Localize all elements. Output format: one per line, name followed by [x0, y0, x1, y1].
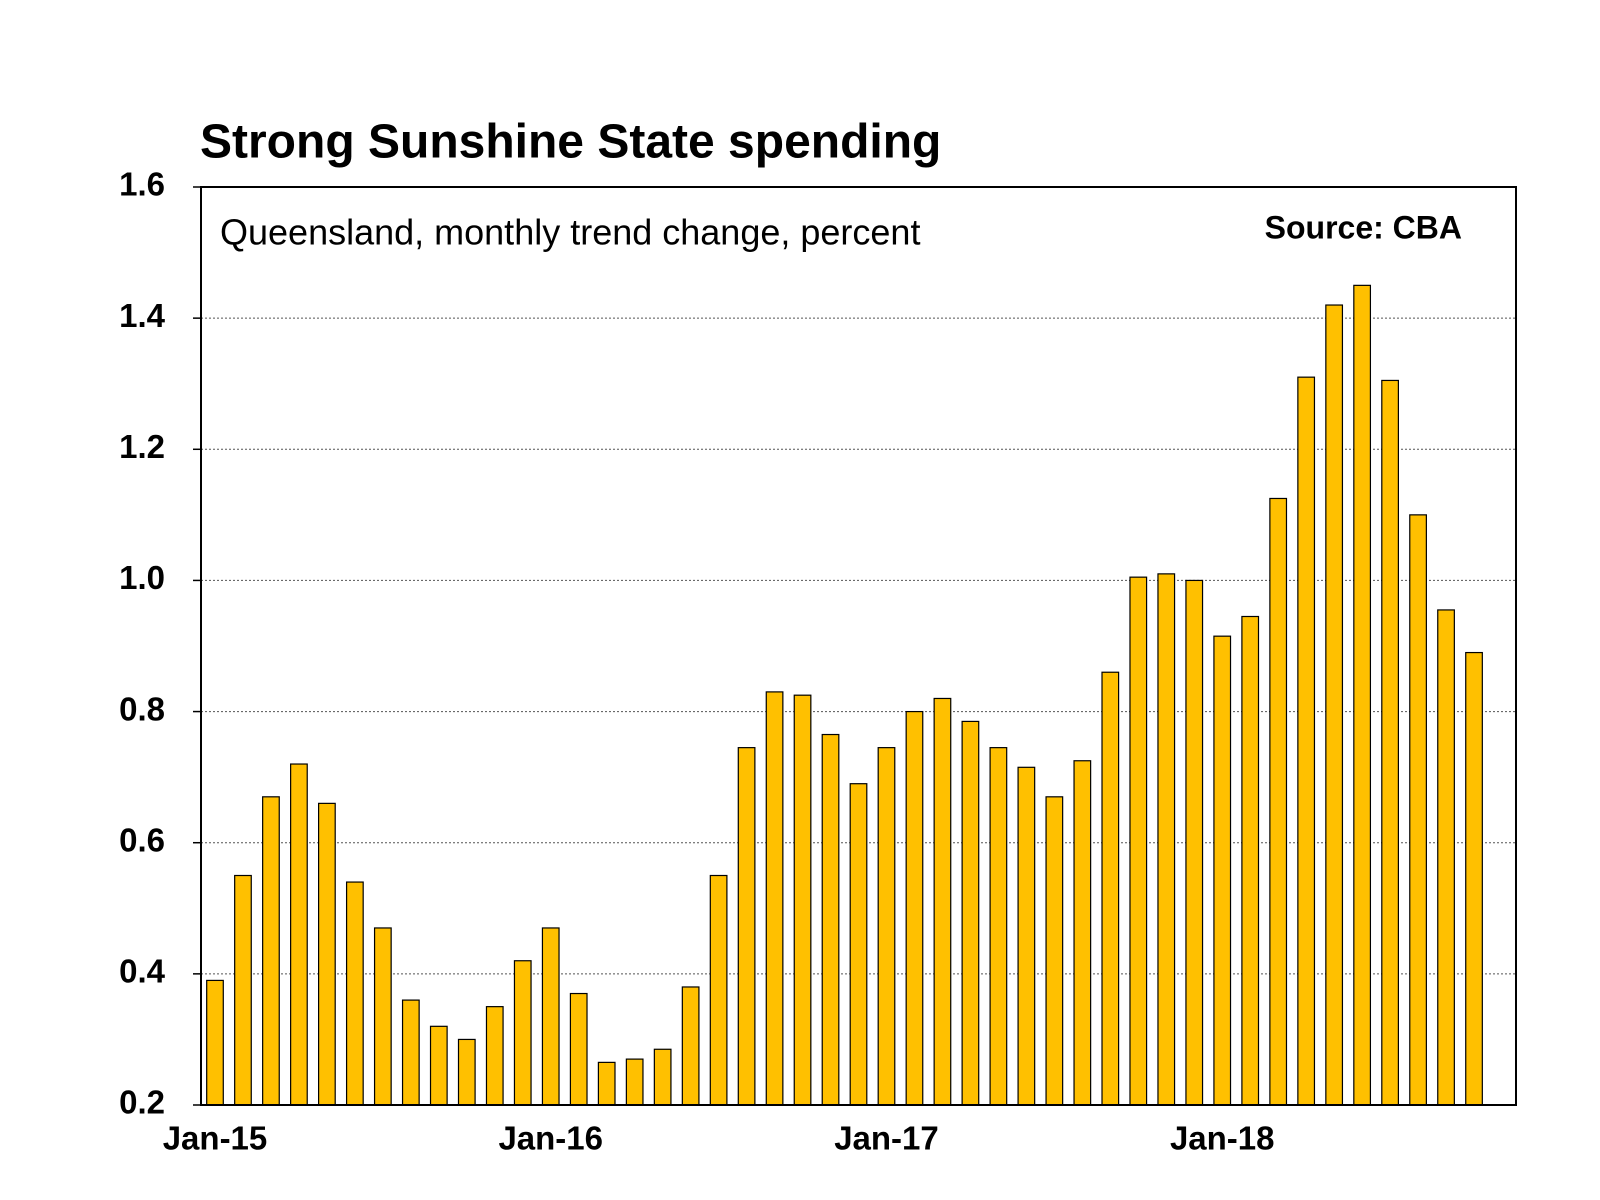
source-note: Source: CBA	[1265, 209, 1462, 245]
bar	[262, 796, 280, 1106]
bar	[1157, 573, 1176, 1106]
bar	[429, 1025, 448, 1106]
bar	[625, 1058, 644, 1106]
bar	[569, 992, 588, 1106]
bar	[485, 1006, 504, 1106]
y-tick-label: 0.2	[119, 1084, 165, 1121]
bar	[290, 763, 308, 1106]
bar	[877, 747, 896, 1106]
bar	[1213, 635, 1232, 1106]
bar	[1325, 304, 1344, 1106]
x-tick-label: Jan-18	[1170, 1120, 1275, 1157]
bar	[765, 691, 784, 1106]
x-tick-label: Jan-17	[834, 1120, 939, 1157]
y-tick-label: 0.8	[119, 690, 165, 727]
y-tick-label: 1.6	[119, 166, 165, 203]
bar	[373, 927, 392, 1106]
bar	[1241, 615, 1260, 1106]
bar	[1045, 796, 1064, 1106]
bar	[1353, 284, 1372, 1106]
bar	[849, 783, 868, 1106]
y-tick-label: 1.4	[119, 297, 166, 334]
y-tick-label: 0.4	[119, 953, 166, 990]
bar	[933, 697, 952, 1106]
bar	[821, 733, 840, 1106]
bar	[961, 720, 980, 1106]
y-tick-label: 1.2	[119, 428, 165, 465]
bar	[541, 927, 560, 1106]
bar	[1381, 379, 1399, 1106]
bar	[905, 710, 924, 1106]
bar	[1269, 497, 1288, 1106]
bar	[457, 1038, 476, 1106]
bar	[989, 747, 1008, 1106]
bar	[793, 694, 812, 1106]
bar	[401, 999, 420, 1106]
y-tick-label: 0.6	[119, 821, 165, 858]
bar	[206, 979, 224, 1106]
bar	[1465, 651, 1483, 1106]
plot-frame	[200, 186, 1517, 1106]
bar	[234, 874, 252, 1106]
bar	[1017, 766, 1036, 1106]
bar	[318, 802, 336, 1106]
bar	[1297, 376, 1316, 1106]
bar	[597, 1061, 616, 1106]
x-tick-label: Jan-16	[498, 1120, 603, 1157]
bar	[1129, 576, 1148, 1106]
bar	[1437, 609, 1455, 1106]
bar	[737, 747, 756, 1106]
bar	[1409, 514, 1427, 1106]
chart-subtitle: Queensland, monthly trend change, percen…	[220, 212, 920, 253]
bar	[653, 1048, 672, 1106]
bar	[681, 986, 700, 1106]
bar	[1101, 671, 1120, 1106]
bar	[1185, 579, 1204, 1106]
bar	[1073, 760, 1092, 1106]
bar	[513, 960, 532, 1106]
y-tick-label: 1.0	[119, 559, 165, 596]
chart-title: Strong Sunshine State spending	[200, 116, 941, 169]
bar	[345, 881, 364, 1106]
bar	[709, 874, 728, 1106]
x-tick-label: Jan-15	[163, 1120, 268, 1157]
